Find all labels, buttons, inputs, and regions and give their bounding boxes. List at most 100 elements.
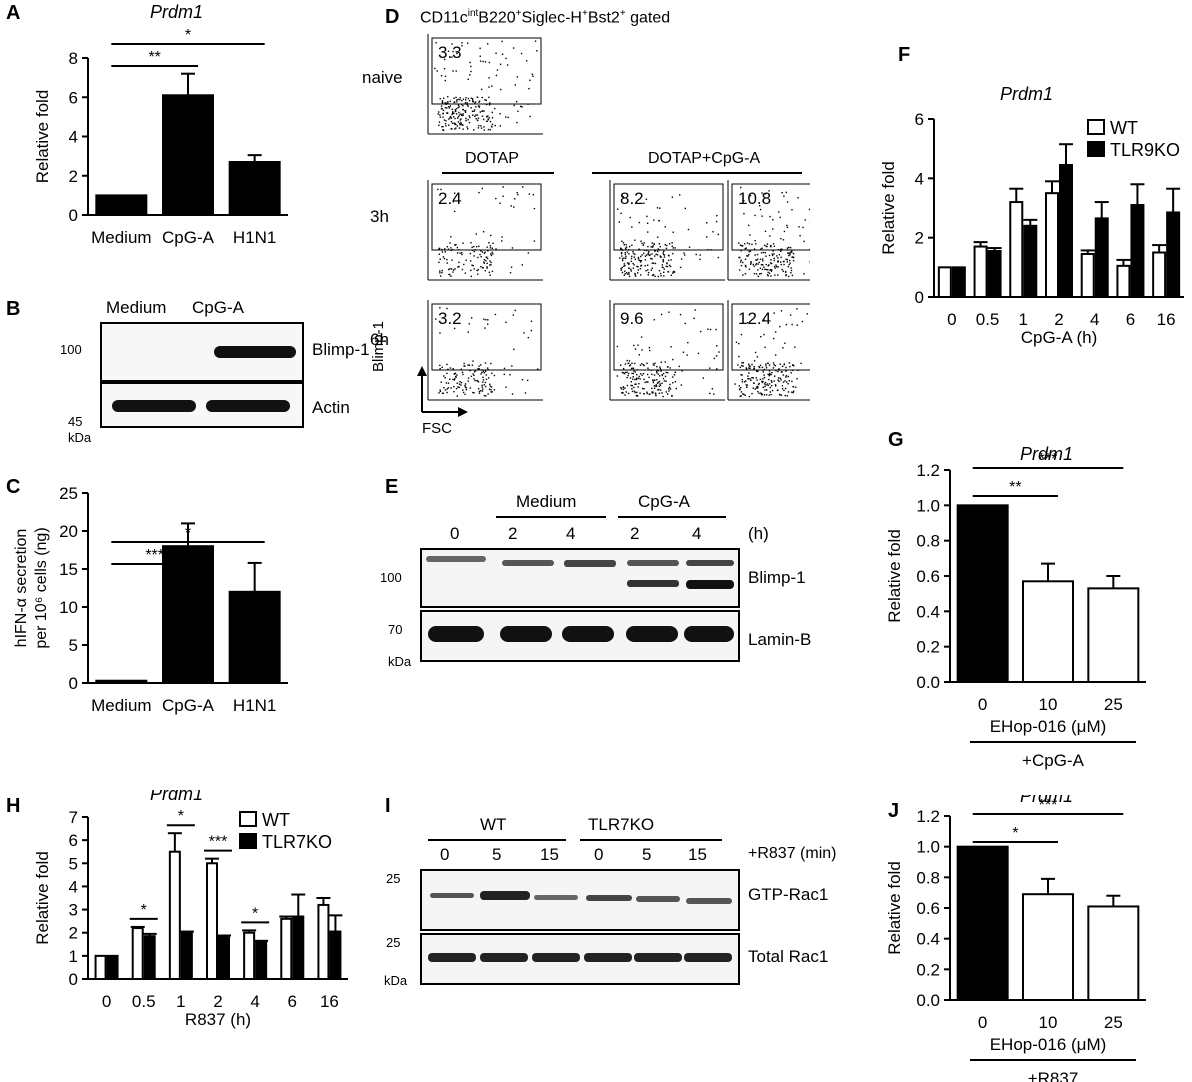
flow-event bbox=[451, 259, 453, 261]
flow-event bbox=[778, 380, 780, 383]
flow-event bbox=[482, 376, 484, 379]
flow-event bbox=[789, 365, 791, 368]
flow-event bbox=[438, 111, 440, 113]
significance-label: ** bbox=[1009, 479, 1021, 496]
flow-event bbox=[764, 346, 766, 348]
flow-event bbox=[474, 370, 477, 372]
flow-event bbox=[747, 375, 749, 377]
flow-event bbox=[757, 385, 759, 388]
flow-event bbox=[654, 275, 656, 278]
flow-event bbox=[453, 327, 456, 330]
blot-e-membrane-blimp1 bbox=[420, 548, 740, 608]
flow-event bbox=[450, 236, 452, 238]
flow-event bbox=[458, 127, 461, 129]
flow-event bbox=[448, 106, 450, 108]
flow-event bbox=[443, 386, 445, 389]
flow-event bbox=[742, 365, 744, 367]
flow-event bbox=[766, 243, 769, 245]
flow-event bbox=[630, 270, 633, 272]
flow-event bbox=[660, 361, 662, 363]
flow-event bbox=[477, 105, 480, 107]
flow-event bbox=[655, 253, 657, 256]
flow-event bbox=[461, 99, 463, 102]
chart-title: Prdm1 bbox=[150, 790, 203, 804]
flow-event bbox=[772, 250, 774, 252]
flow-event bbox=[527, 336, 530, 339]
flow-event bbox=[749, 250, 752, 252]
flow-event bbox=[785, 376, 787, 378]
flow-event bbox=[780, 310, 783, 312]
flow-event bbox=[738, 256, 740, 259]
flow-event bbox=[637, 256, 640, 259]
flow-event bbox=[487, 128, 490, 131]
flow-event bbox=[752, 377, 754, 379]
y-tick-label: 2 bbox=[69, 924, 78, 943]
y-tick-label: 0 bbox=[915, 288, 924, 307]
flow-event bbox=[643, 242, 645, 244]
flow-event bbox=[456, 117, 459, 119]
flow-event bbox=[487, 377, 490, 379]
flow-event bbox=[783, 263, 785, 266]
flow-event bbox=[753, 360, 756, 362]
x-tick-label: H1N1 bbox=[233, 696, 276, 715]
chart-title: Prdm1 bbox=[1020, 444, 1073, 464]
flow-event bbox=[484, 381, 487, 384]
flow-event bbox=[782, 381, 785, 383]
flow-event bbox=[480, 373, 482, 375]
flow-event bbox=[485, 319, 487, 321]
flow-event bbox=[765, 384, 767, 386]
blot-b-membrane-actin bbox=[100, 382, 304, 428]
flow-event bbox=[467, 105, 469, 107]
flow-event bbox=[621, 255, 623, 257]
flow-event bbox=[738, 269, 741, 271]
flow-event bbox=[483, 259, 486, 261]
flow-event bbox=[663, 275, 665, 277]
flow-event bbox=[643, 378, 645, 381]
flow-event bbox=[480, 369, 483, 371]
x-tick-label: CpG-A bbox=[162, 228, 215, 247]
flow-event bbox=[437, 113, 439, 115]
flow-event bbox=[458, 106, 460, 108]
flow-event bbox=[761, 263, 764, 266]
blot-i-lane: 5 bbox=[492, 845, 502, 864]
flow-event bbox=[481, 371, 483, 374]
flow-event bbox=[784, 380, 786, 382]
flow-event bbox=[462, 128, 464, 130]
flow-event bbox=[634, 239, 636, 241]
flow-event bbox=[466, 103, 469, 105]
flow-event bbox=[636, 378, 638, 381]
flow-event bbox=[451, 122, 454, 124]
flow-gate-percent: 12.4 bbox=[738, 309, 771, 328]
flow-event bbox=[773, 364, 775, 366]
flow-event bbox=[755, 262, 758, 265]
flow-event bbox=[781, 192, 783, 194]
flow-event bbox=[735, 341, 738, 344]
blot-band bbox=[430, 893, 474, 898]
flow-event bbox=[782, 270, 784, 272]
flow-event bbox=[781, 268, 783, 271]
flow-event bbox=[639, 378, 641, 380]
flow-event bbox=[442, 116, 444, 118]
flow-event bbox=[456, 101, 458, 103]
flow-event bbox=[437, 188, 439, 191]
y-tick-label: 0.8 bbox=[916, 868, 940, 887]
blot-band bbox=[684, 953, 732, 962]
flow-event bbox=[487, 250, 489, 252]
flow-event bbox=[490, 264, 492, 266]
flow-event bbox=[491, 123, 494, 126]
flow-event bbox=[764, 381, 767, 384]
panel-label-a: A bbox=[6, 2, 21, 24]
flow-group-line bbox=[592, 172, 802, 174]
flow-event bbox=[673, 271, 676, 273]
flow-event bbox=[435, 42, 437, 44]
flow-event bbox=[761, 192, 763, 194]
flow-event bbox=[446, 246, 449, 248]
flow-event bbox=[625, 246, 628, 248]
flow-event bbox=[641, 254, 643, 256]
blot-e-group-line bbox=[618, 516, 726, 518]
flow-event bbox=[654, 362, 656, 364]
flow-event bbox=[784, 271, 787, 273]
flow-event bbox=[753, 265, 755, 267]
flow-event bbox=[772, 228, 774, 230]
